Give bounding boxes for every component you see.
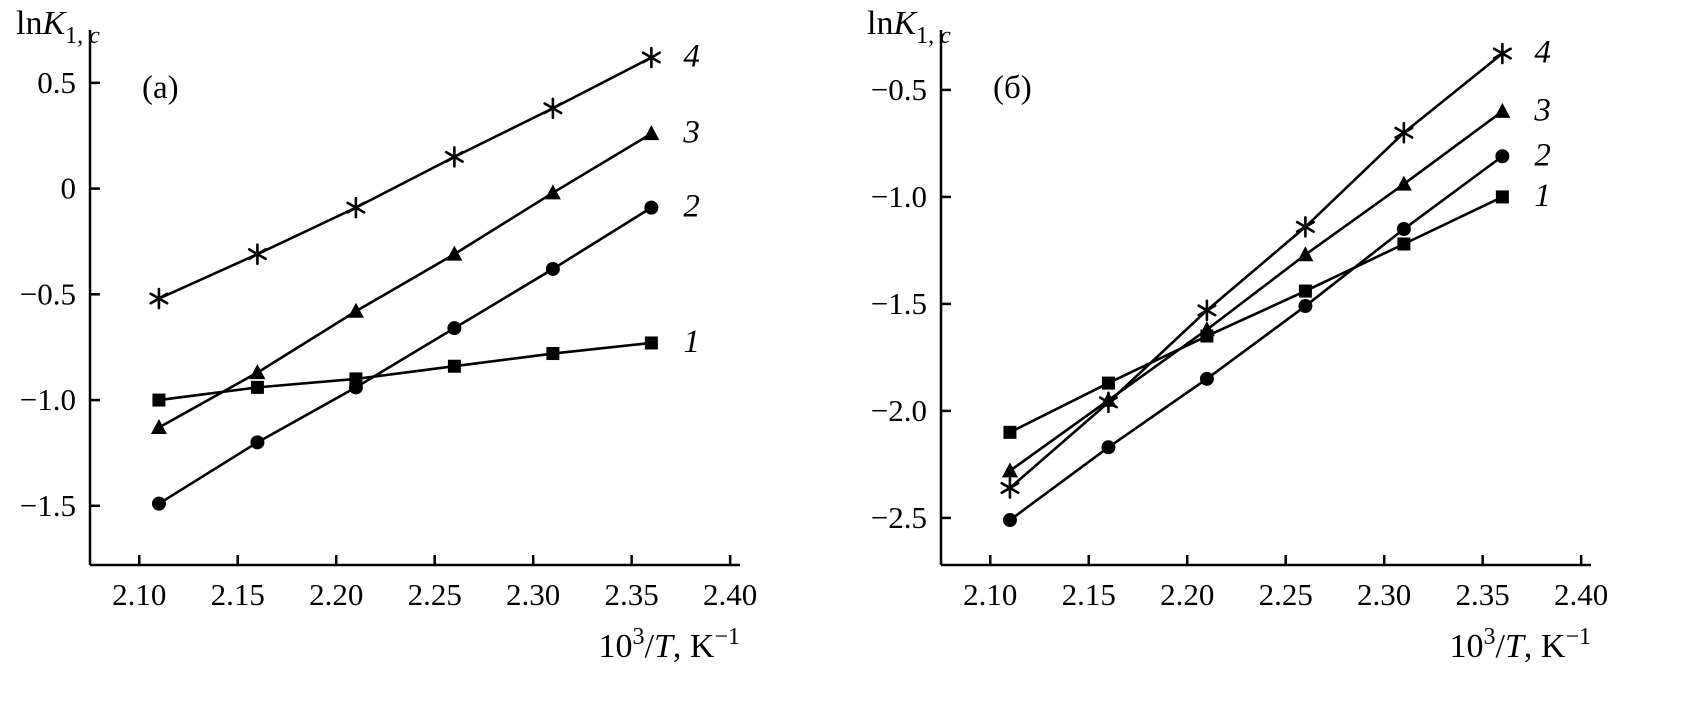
x-tick-label: 2.15 xyxy=(1062,577,1116,612)
series-label-2: 2 xyxy=(1534,137,1551,173)
panel-b-svg: 2.10 2.15 2.20 2.25 2.30 2.35 2.40 −0.5 −1.0 −1.5… xyxy=(867,5,1608,665)
series-label-2: 2 xyxy=(683,189,700,225)
asterisk-marker-icon xyxy=(1098,391,1118,414)
series-line-2 xyxy=(1009,155,1504,522)
x-tick-label: 2.20 xyxy=(309,577,363,612)
square-marker-icon xyxy=(1003,425,1017,439)
y-axis-label: lnK1, c xyxy=(16,5,100,49)
square-marker-icon xyxy=(546,347,560,361)
y-tick-label: −0.5 xyxy=(20,276,76,311)
asterisk-marker-icon xyxy=(149,287,169,310)
asterisk-marker-icon xyxy=(1000,477,1020,499)
series-label-3: 3 xyxy=(1533,92,1551,128)
series-label-1: 1 xyxy=(683,324,700,360)
x-axis-label: 103/T, K−1 xyxy=(1450,624,1591,665)
series-line-3 xyxy=(1009,110,1504,472)
y-tick-label: −0.5 xyxy=(871,72,927,107)
square-marker-icon xyxy=(152,393,166,407)
circle-marker-icon xyxy=(151,496,166,511)
square-marker-icon xyxy=(1298,284,1312,298)
series-line-4 xyxy=(158,56,652,300)
circle-marker-icon xyxy=(1101,440,1116,455)
series-label-1: 1 xyxy=(1534,178,1551,214)
x-tick-label: 2.25 xyxy=(1259,577,1313,612)
asterisk-marker-icon xyxy=(1492,42,1512,65)
y-tick-label: −1.5 xyxy=(871,286,927,321)
series-label-4: 4 xyxy=(683,38,700,74)
triangle-marker-icon xyxy=(446,245,463,261)
series-line-1 xyxy=(158,341,652,402)
x-tick-label: 2.35 xyxy=(605,577,659,612)
y-tick-label: −2.5 xyxy=(871,500,927,535)
panel-a: 2.10 2.15 2.20 2.25 2.30 2.35 2.40 0.5 0 −0.5 −1.0… xyxy=(16,5,757,665)
triangle-marker-icon xyxy=(1198,321,1215,337)
circle-marker-icon xyxy=(644,200,659,215)
circle-marker-icon xyxy=(348,380,363,395)
y-axis-label: lnK1, c xyxy=(867,5,951,49)
panel-label: (б) xyxy=(993,70,1032,106)
series-label-3: 3 xyxy=(682,115,700,151)
asterisk-marker-icon xyxy=(1394,121,1414,144)
y-tick-label: 0 xyxy=(61,171,77,206)
triangle-marker-icon xyxy=(1001,462,1018,478)
circle-marker-icon xyxy=(1199,371,1214,386)
triangle-marker-icon xyxy=(1297,246,1314,262)
x-tick-label: 2.15 xyxy=(211,577,265,612)
circle-marker-icon xyxy=(545,261,560,276)
asterisk-marker-icon xyxy=(1295,216,1315,238)
square-marker-icon xyxy=(250,380,264,394)
x-tick-label: 2.40 xyxy=(1554,577,1608,612)
asterisk-marker-icon xyxy=(543,97,563,120)
triangle-marker-icon xyxy=(347,302,364,318)
series-line-2 xyxy=(158,206,653,505)
square-marker-icon xyxy=(447,359,461,373)
y-tick-label: 0.5 xyxy=(37,65,76,100)
x-tick-label: 2.35 xyxy=(1456,577,1510,612)
x-tick-label: 2.20 xyxy=(1160,577,1214,612)
square-marker-icon xyxy=(1101,376,1115,390)
x-tick-label: 2.10 xyxy=(963,577,1017,612)
square-marker-icon xyxy=(644,336,658,350)
circle-marker-icon xyxy=(1495,149,1510,164)
square-marker-icon xyxy=(1397,237,1411,251)
x-tick-label: 2.30 xyxy=(506,577,560,612)
asterisk-marker-icon xyxy=(346,196,366,219)
triangle-marker-icon xyxy=(1494,102,1511,118)
square-marker-icon xyxy=(1495,190,1509,204)
circle-marker-icon xyxy=(1298,299,1313,314)
circle-marker-icon xyxy=(1002,513,1017,528)
series-line-3 xyxy=(158,132,653,429)
triangle-marker-icon xyxy=(150,419,167,435)
x-tick-label: 2.25 xyxy=(408,577,462,612)
panel-b: 2.10 2.15 2.20 2.25 2.30 2.35 2.40 −0.5 −1.0 −1.5… xyxy=(851,0,1702,711)
circle-marker-icon xyxy=(1396,222,1411,237)
triangle-marker-icon xyxy=(544,184,561,200)
y-tick-label: −2.0 xyxy=(871,393,927,428)
asterisk-marker-icon xyxy=(641,46,661,69)
series-label-4: 4 xyxy=(1534,35,1551,71)
y-tick-label: −1.5 xyxy=(20,488,76,523)
x-axis-label: 103/T, K−1 xyxy=(599,624,740,665)
circle-marker-icon xyxy=(250,435,265,450)
x-tick-label: 2.40 xyxy=(703,577,757,612)
asterisk-marker-icon xyxy=(247,243,267,265)
series-line-1 xyxy=(1009,195,1503,434)
y-tick-label: −1.0 xyxy=(20,382,76,417)
asterisk-marker-icon xyxy=(444,146,464,168)
panel-label: (а) xyxy=(142,70,179,106)
triangle-marker-icon xyxy=(643,125,660,141)
y-tick-label: −1.0 xyxy=(871,179,927,214)
circle-marker-icon xyxy=(447,321,462,336)
asterisk-marker-icon xyxy=(1197,299,1217,322)
triangle-marker-icon xyxy=(249,364,266,380)
series-line-4 xyxy=(1009,52,1504,489)
x-tick-label: 2.10 xyxy=(112,577,166,612)
triangle-marker-icon xyxy=(1395,175,1412,191)
x-tick-label: 2.30 xyxy=(1357,577,1411,612)
panel-a-svg: 2.10 2.15 2.20 2.25 2.30 2.35 2.40 0.5 0 −0.5 −1.0… xyxy=(16,5,757,665)
